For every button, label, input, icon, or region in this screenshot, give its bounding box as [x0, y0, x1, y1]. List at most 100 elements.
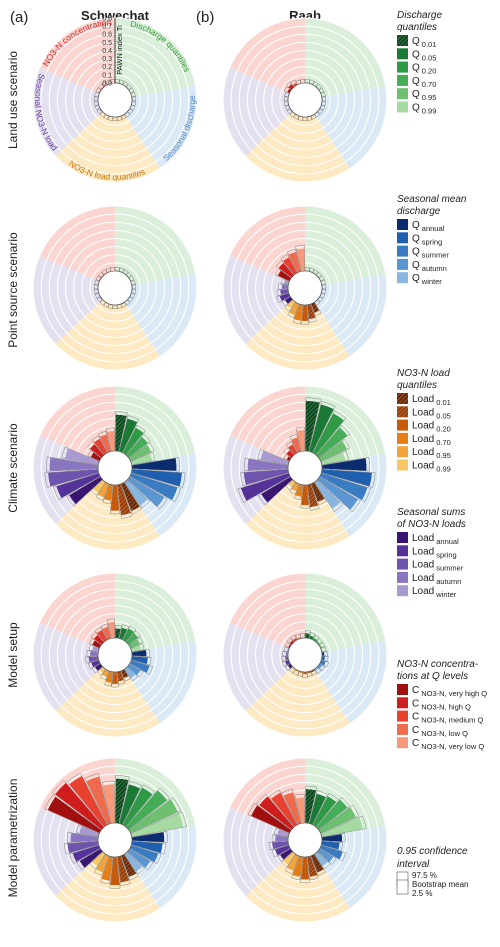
grid-ring: [48, 773, 182, 907]
sector-background: [124, 273, 197, 357]
legend-label: Q 0.05: [412, 49, 436, 62]
grid-ring: [222, 572, 388, 738]
sector-background: [124, 85, 197, 169]
legend-swatch-hatch: [397, 393, 408, 404]
grid-ring: [32, 572, 198, 738]
inner-circle: [97, 450, 133, 486]
bar-hatch: [307, 671, 312, 674]
bar-hatch: [305, 400, 320, 452]
legend-label: Q 0.01: [412, 36, 436, 49]
grid-ring: [73, 246, 157, 330]
legend-label: Q 0.70: [412, 76, 436, 89]
legend-swatch-hatch: [397, 406, 408, 418]
svg-text:Climate scenario: Climate scenario: [6, 423, 20, 513]
inner-circle: [97, 82, 133, 118]
bar-hatch: [117, 484, 131, 516]
bar-hatch: [310, 302, 320, 314]
polar-panel-raab-land-use-scenario: [222, 17, 388, 183]
grid-ring: [263, 58, 347, 142]
legend-item-c-no3-n-high-q: C NO3-N, high Q: [397, 697, 471, 711]
legend-swatch: [397, 232, 408, 244]
legend-swatch: [397, 272, 408, 284]
legend-swatch-hatch: [397, 35, 408, 46]
legend-swatch: [397, 545, 408, 557]
grid-ring: [238, 773, 372, 907]
legend-item-load-0-99: Load 0.99: [397, 459, 451, 474]
sector-background: [314, 85, 388, 169]
legend-swatch: [397, 723, 408, 735]
legend-item-load-0-05: Load 0.05: [397, 406, 451, 420]
bar-hatch: [117, 856, 130, 883]
grid-ring: [279, 629, 331, 681]
sector-background: [314, 273, 388, 357]
legend-swatch: [397, 697, 408, 709]
grid-ring: [246, 229, 364, 347]
grid-ring: [263, 798, 347, 882]
bar-hatch: [305, 633, 310, 639]
value-tick-label: 0.4: [102, 48, 112, 55]
legend-label: Load 0.99: [412, 461, 451, 474]
legend-label: Load 0.20: [412, 421, 451, 434]
legend-swatch: [397, 219, 408, 230]
legend-ci-title: 0.95 confidence interval: [397, 846, 468, 870]
grid-ring: [48, 588, 182, 722]
panel-label-b: (b): [196, 9, 214, 26]
legend-swatch: [397, 459, 408, 471]
legend-item-q-0-99: Q 0.99: [397, 101, 436, 116]
polar-panel-schwechat-model-setup: [32, 572, 198, 738]
polar-panel-schwechat-climate-scenario: [32, 385, 198, 551]
grid-ring: [40, 580, 190, 730]
legend-swatch: [397, 48, 408, 60]
bar-hatch: [310, 669, 316, 673]
sector-background: [314, 640, 387, 724]
panel-label-a: (a): [10, 9, 28, 26]
grid-ring: [230, 765, 380, 915]
legend-label: Load 0.01: [412, 394, 451, 407]
inner-circle: [287, 270, 323, 306]
inner-circle: [97, 822, 133, 858]
inner-circle: [287, 82, 323, 118]
legend-swatch: [397, 245, 408, 257]
inner-circle: [97, 270, 133, 306]
bar-hatch: [305, 788, 317, 824]
inner-circle: [287, 637, 323, 673]
grid-ring: [230, 580, 380, 730]
legend-item-q-0-95: Q 0.95: [397, 88, 436, 102]
legend-label: C NO3-N, high Q: [412, 698, 471, 711]
legend-title: Seasonal sums of NO3-N loads: [397, 507, 466, 530]
legend-label: Q 0.20: [412, 63, 436, 76]
bar-hatch: [307, 484, 319, 508]
sector-background: [55, 111, 161, 182]
polar-panel-schwechat-model-parametrization: [32, 757, 198, 923]
legend-item-c-no3-n-very-low-q: C NO3-N, very low Q: [397, 737, 484, 751]
legend-ci-label: 2.5 %: [412, 889, 432, 898]
legend-item-q-0-70: Q 0.70: [397, 74, 436, 89]
legend-swatch: [397, 61, 408, 73]
legend-label: C NO3-N, very high Q: [412, 685, 487, 698]
legend-label: C NO3-N, very low Q: [412, 738, 484, 751]
svg-text:Point source scenario: Point source scenario: [6, 232, 20, 348]
value-tick-label: 0.8: [102, 15, 112, 22]
row-label-land-use: Land use scenario: [6, 51, 20, 149]
legend-item-q-0-01: Q 0.01: [397, 35, 436, 49]
inner-circle: [97, 637, 133, 673]
legend-item-load-winter: Load winter: [397, 585, 457, 599]
row-label-climate: Climate scenario: [6, 423, 20, 513]
polar-panel-raab-point-source-scenario: [222, 205, 388, 371]
sector-background: [245, 666, 351, 737]
grid-ring: [222, 385, 388, 551]
grid-ring: [279, 74, 331, 126]
